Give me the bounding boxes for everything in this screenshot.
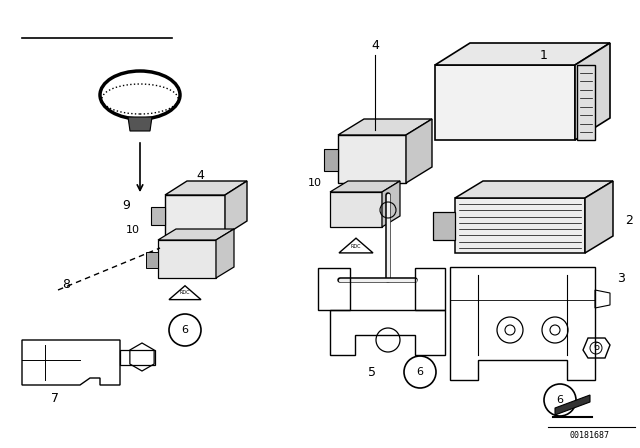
Text: 9: 9	[122, 198, 130, 211]
Polygon shape	[406, 119, 432, 183]
Polygon shape	[455, 198, 585, 253]
Polygon shape	[338, 119, 432, 135]
Polygon shape	[585, 181, 613, 253]
Text: 10: 10	[126, 225, 140, 235]
Text: 3: 3	[617, 271, 625, 284]
Polygon shape	[225, 181, 247, 235]
Text: 6: 6	[417, 367, 424, 377]
Polygon shape	[146, 252, 158, 268]
Text: 6: 6	[182, 325, 189, 335]
Polygon shape	[158, 229, 234, 240]
Text: 8: 8	[62, 279, 70, 292]
Polygon shape	[433, 212, 455, 240]
Polygon shape	[577, 65, 595, 140]
Text: RDC: RDC	[351, 244, 361, 249]
Polygon shape	[165, 195, 225, 235]
Text: 6: 6	[557, 395, 563, 405]
Polygon shape	[455, 181, 613, 198]
Polygon shape	[338, 135, 406, 183]
Polygon shape	[575, 43, 610, 140]
Polygon shape	[151, 207, 165, 225]
Polygon shape	[128, 117, 152, 131]
Text: RDC: RDC	[180, 290, 190, 296]
Polygon shape	[165, 181, 247, 195]
Text: 6: 6	[593, 342, 599, 352]
Polygon shape	[330, 192, 382, 227]
Polygon shape	[330, 181, 400, 192]
Text: 10: 10	[308, 178, 322, 188]
Polygon shape	[158, 240, 216, 278]
Polygon shape	[435, 65, 575, 140]
Text: 4: 4	[371, 39, 379, 52]
Text: 00181687: 00181687	[570, 431, 610, 439]
Text: 2: 2	[625, 214, 633, 227]
Polygon shape	[216, 229, 234, 278]
Text: 4: 4	[196, 168, 204, 181]
Polygon shape	[435, 43, 610, 65]
Text: 7: 7	[51, 392, 59, 405]
Polygon shape	[382, 181, 400, 227]
Polygon shape	[555, 395, 590, 415]
Polygon shape	[324, 149, 338, 171]
Text: 5: 5	[368, 366, 376, 379]
Text: 1: 1	[540, 48, 548, 61]
